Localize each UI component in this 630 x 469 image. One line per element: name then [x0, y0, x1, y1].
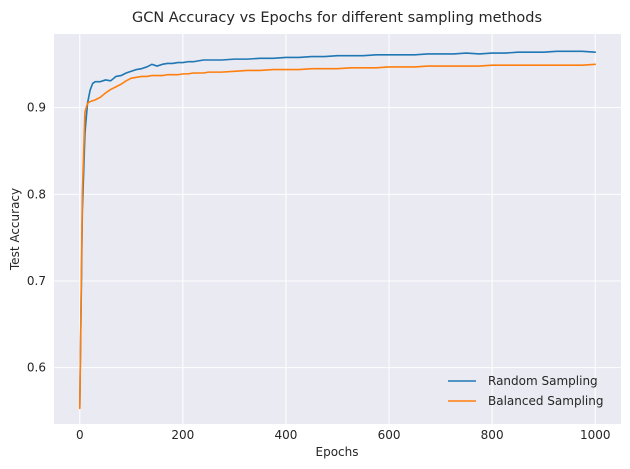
x-tick-label: 1000	[580, 428, 611, 442]
x-tick-label: 600	[378, 428, 401, 442]
y-tick-label: 0.7	[27, 274, 46, 288]
legend-label: Balanced Sampling	[488, 394, 603, 408]
legend-label: Random Sampling	[488, 374, 598, 388]
x-axis-label: Epochs	[316, 445, 359, 459]
y-tick-label: 0.9	[27, 101, 46, 115]
x-tick-label: 200	[171, 428, 194, 442]
plot-area	[54, 34, 621, 424]
y-tick-label: 0.8	[27, 187, 46, 201]
x-ticks: 0 200 400 600 800 1000	[76, 428, 611, 442]
y-axis-label: Test Accuracy	[8, 188, 22, 271]
x-tick-label: 0	[76, 428, 84, 442]
y-ticks: 0.6 0.7 0.8 0.9	[27, 101, 46, 375]
chart-title: GCN Accuracy vs Epochs for different sam…	[132, 10, 542, 26]
series-line-balanced-sampling	[78, 63, 597, 410]
grid	[54, 34, 621, 424]
series-layer	[78, 50, 597, 410]
series-line-random-sampling	[78, 50, 597, 408]
x-tick-label: 800	[481, 428, 504, 442]
y-tick-label: 0.6	[27, 361, 46, 375]
legend: Random Sampling Balanced Sampling	[448, 374, 603, 408]
x-tick-label: 400	[275, 428, 298, 442]
